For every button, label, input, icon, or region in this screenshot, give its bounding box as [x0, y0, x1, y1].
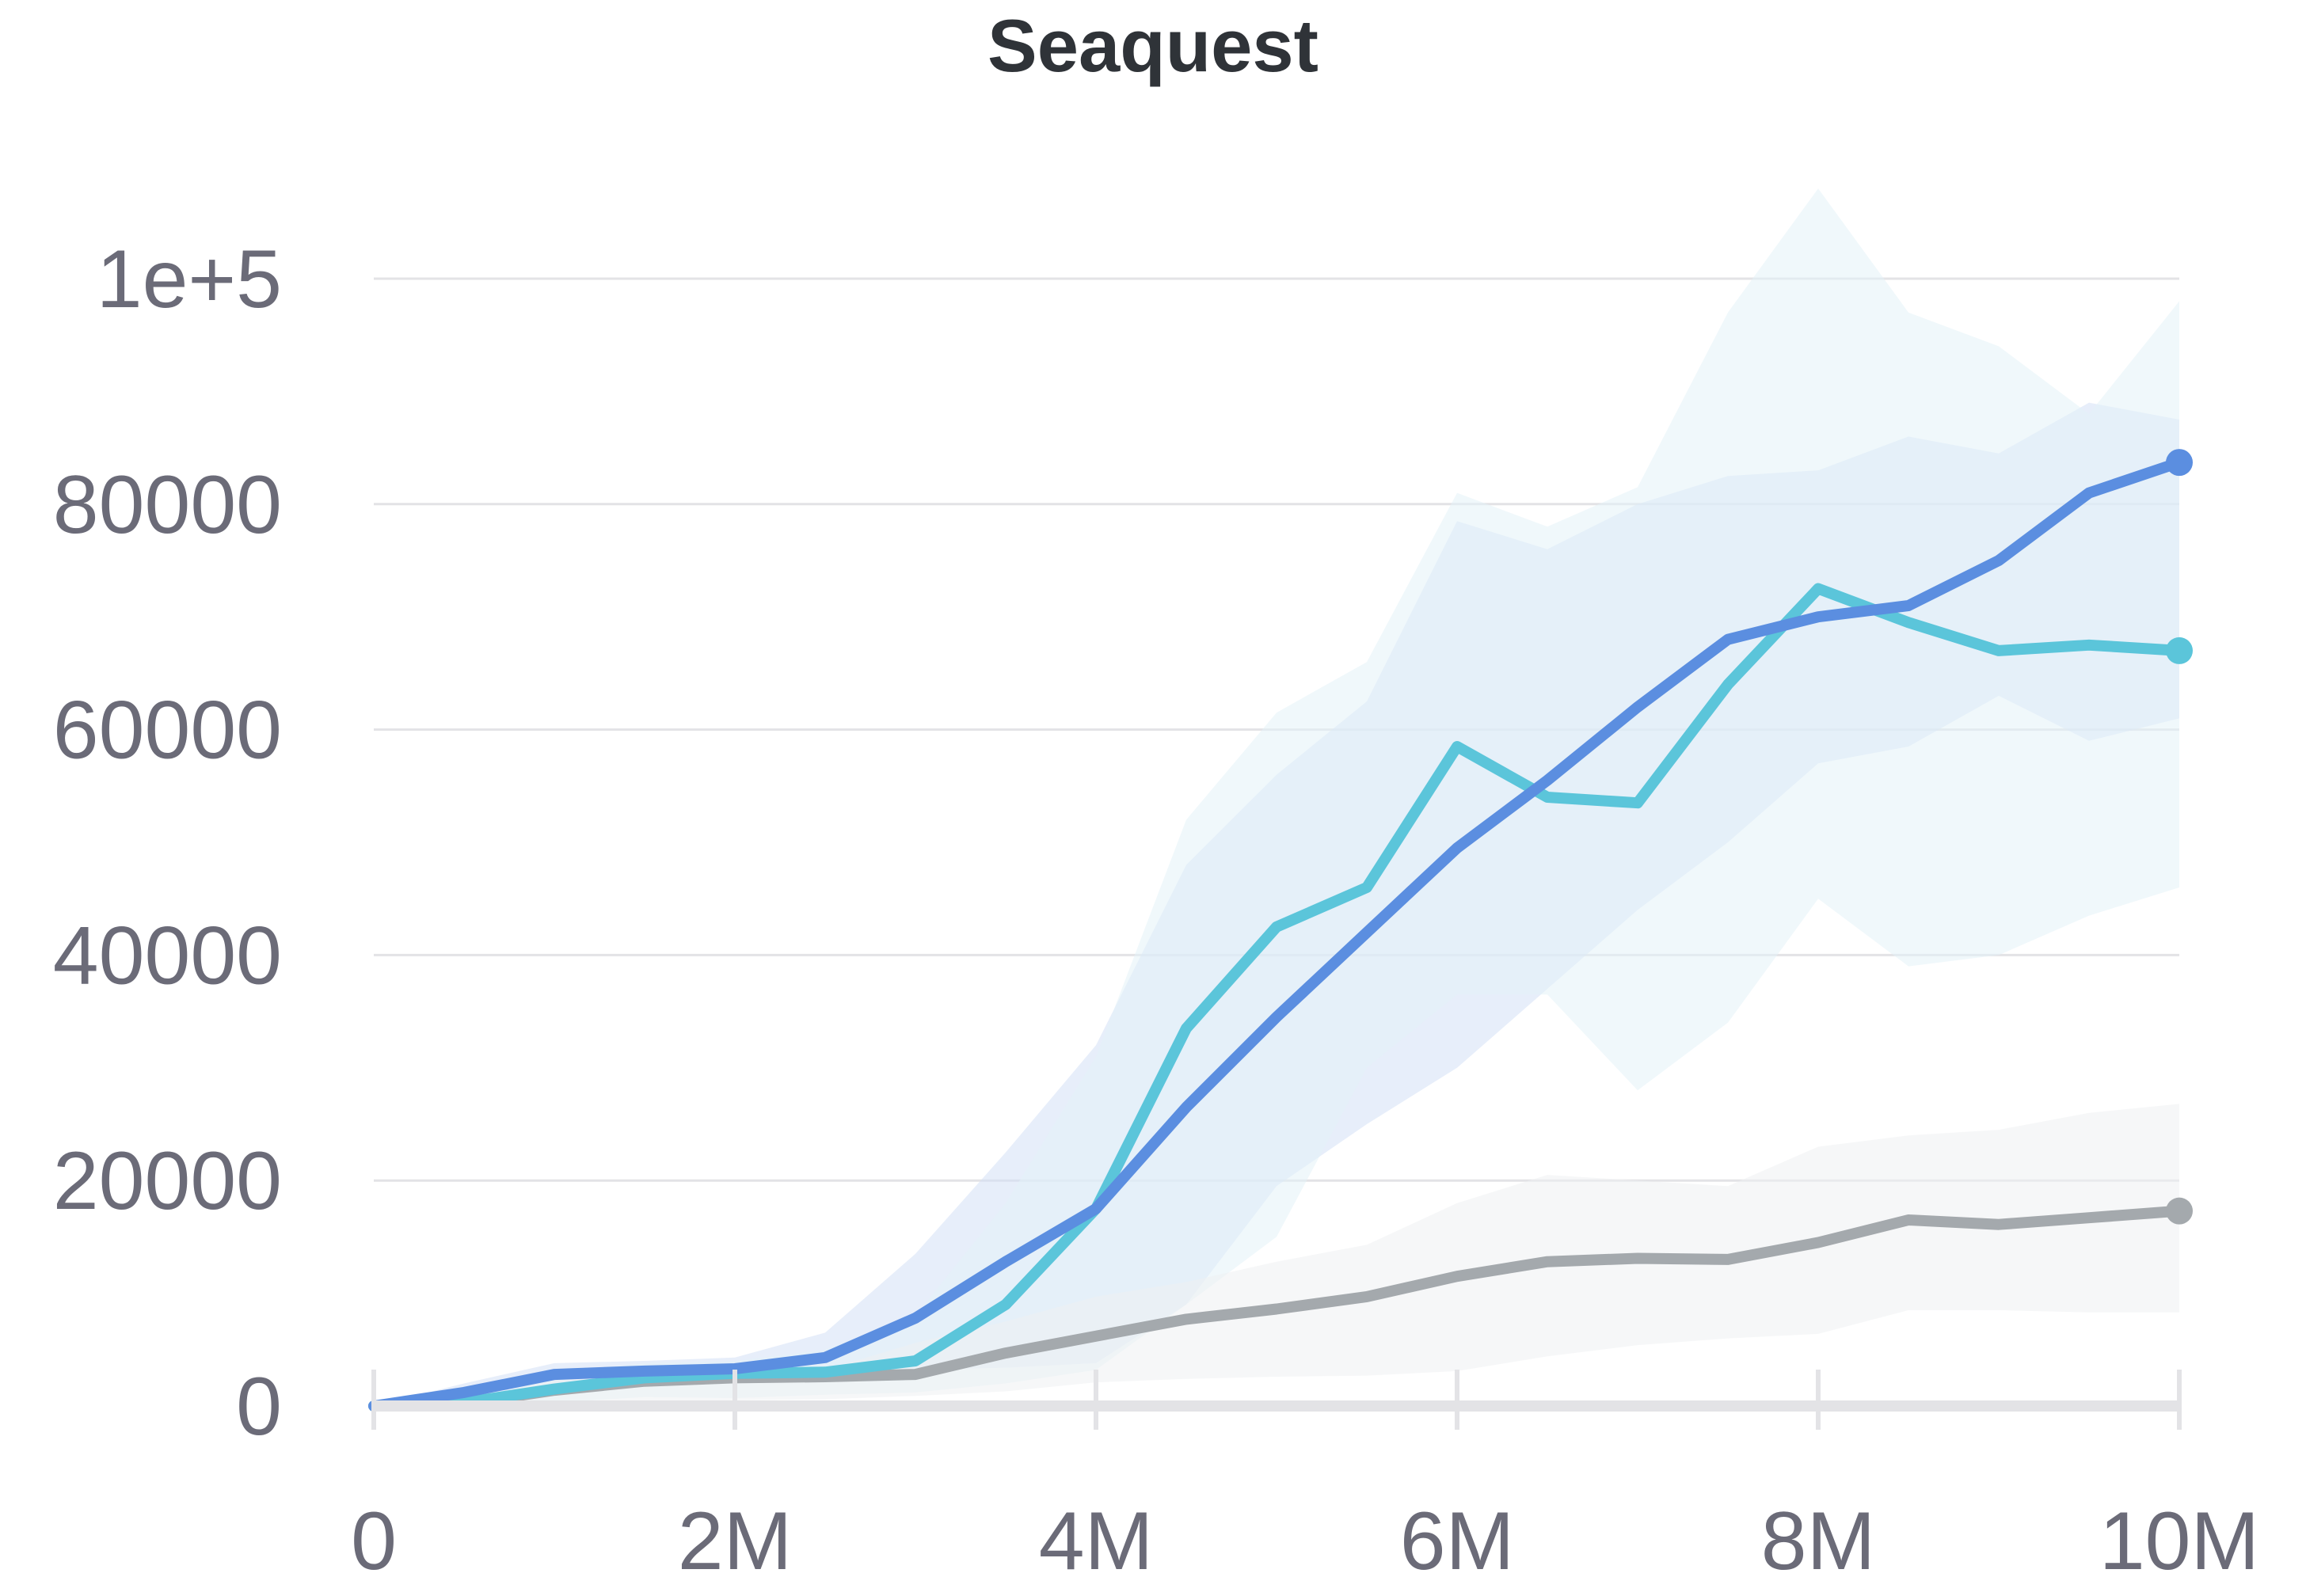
endpoint-series-0: [2166, 449, 2193, 477]
line-series-0: [368, 457, 2185, 1412]
endpoint-series-2: [2166, 1197, 2193, 1225]
band-series-2: [374, 1104, 2179, 1406]
y-tick-label-5: 1e+5: [97, 234, 282, 325]
x-tick-label-5: 10M: [2099, 1495, 2259, 1587]
x-tick-label-1: 2M: [678, 1495, 792, 1587]
y-tick-label-4: 80000: [53, 459, 282, 551]
y-tick-label-1: 20000: [53, 1135, 282, 1227]
chart-title: Seaquest: [987, 4, 1319, 87]
confidence-bands: [374, 188, 2179, 1407]
band-series-1: [374, 188, 2179, 1407]
y-tick-label-2: 40000: [53, 910, 282, 1001]
x-tick-label-2: 4M: [1039, 1495, 1153, 1587]
x-tick-label-3: 6M: [1400, 1495, 1514, 1587]
y-axis-ticks: 0 20000 40000 60000 80000 1e+5: [53, 234, 282, 1453]
y-tick-label-0: 0: [236, 1361, 282, 1453]
x-tick-label-4: 8M: [1761, 1495, 1875, 1587]
x-axis-ticks: 0 2M 4M 6M 8M 10M: [351, 1495, 2259, 1587]
endpoint-series-1: [2166, 636, 2193, 664]
y-tick-label-3: 60000: [53, 685, 282, 777]
x-axis: [371, 1370, 2182, 1430]
x-tick-label-0: 0: [351, 1495, 397, 1587]
series-lines: [368, 449, 2193, 1412]
